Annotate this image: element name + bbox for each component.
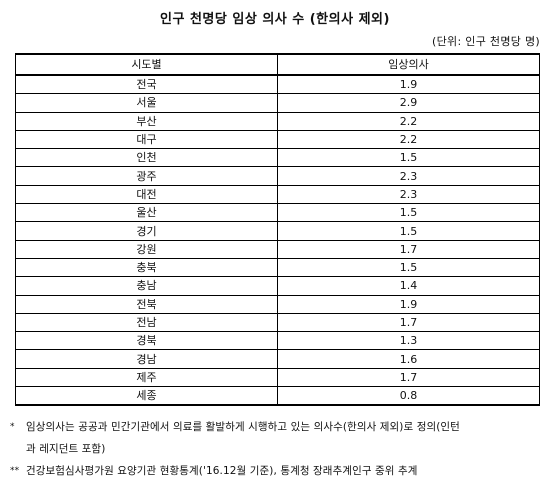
- footnote-1-mark: *: [10, 422, 15, 432]
- value-cell: 1.7: [277, 312, 540, 333]
- region-cell: 경북: [15, 331, 278, 351]
- data-table: 시도별 임상의사 전국 1.9 서울 2.9 부산 2.2 대구 2.2 인천 1.5 광…: [15, 53, 540, 407]
- region-cell: 충북: [15, 257, 278, 278]
- region-cell: 울산: [15, 203, 278, 223]
- table-row: 전남 1.7: [15, 312, 540, 333]
- region-cell: 대전: [15, 184, 278, 205]
- footnotes: * 임상의사는 공공과 민간기관에서 의료를 활발하게 시행하고 있는 의사수(…: [10, 416, 545, 482]
- region-cell: 전남: [15, 312, 278, 333]
- value-cell: 2.9: [277, 93, 540, 113]
- region-cell: 전북: [15, 294, 278, 314]
- region-cell: 인천: [15, 148, 278, 168]
- footnote-1-continuation: 과 레지던트 포함): [10, 438, 545, 460]
- footnote-1-text-continued: 과 레지던트 포함): [26, 443, 106, 455]
- table-row: 대전 2.3: [15, 184, 540, 205]
- region-cell: 경기: [15, 221, 278, 241]
- column-header-clinical-doctors: 임상의사: [277, 53, 540, 76]
- table-row: 경남 1.6: [15, 349, 540, 369]
- table-row: 광주 2.3: [15, 166, 540, 186]
- region-cell: 경남: [15, 349, 278, 369]
- region-cell: 충남: [15, 276, 278, 296]
- value-cell: 1.3: [277, 331, 540, 351]
- table-header-row: 시도별 임상의사: [15, 53, 540, 76]
- table-row: 제주 1.7: [15, 367, 540, 388]
- region-cell: 광주: [15, 166, 278, 186]
- table-row: 전국 1.9: [15, 74, 540, 95]
- unit-label: (단위: 인구 천명당 명): [432, 35, 540, 48]
- table-row: 충남 1.4: [15, 276, 540, 296]
- footnote-1: * 임상의사는 공공과 민간기관에서 의료를 활발하게 시행하고 있는 의사수(…: [10, 416, 545, 438]
- footnote-2-mark: **: [10, 466, 20, 476]
- footnote-1-text: 임상의사는 공공과 민간기관에서 의료를 활발하게 시행하고 있는 의사수(한의…: [26, 421, 460, 433]
- region-cell: 강원: [15, 239, 278, 259]
- table-row: 경기 1.5: [15, 221, 540, 241]
- table-row: 경북 1.3: [15, 331, 540, 351]
- table-row: 대구 2.2: [15, 129, 540, 150]
- value-cell: 1.9: [277, 294, 540, 314]
- value-cell: 2.2: [277, 111, 540, 131]
- region-cell: 부산: [15, 111, 278, 131]
- table-row: 서울 2.9: [15, 93, 540, 113]
- value-cell: 1.5: [277, 257, 540, 278]
- footnote-2-text: 건강보험심사평가원 요양기관 현황통계('16.12월 기준), 통계청 장래추…: [26, 465, 418, 477]
- table-row: 울산 1.5: [15, 203, 540, 223]
- value-cell: 1.9: [277, 74, 540, 95]
- table-row: 세종 0.8: [15, 386, 540, 407]
- value-cell: 1.6: [277, 349, 540, 369]
- table-row: 부산 2.2: [15, 111, 540, 131]
- table-row: 충북 1.5: [15, 257, 540, 278]
- value-cell: 1.5: [277, 221, 540, 241]
- region-cell: 서울: [15, 93, 278, 113]
- value-cell: 2.3: [277, 166, 540, 186]
- page-title: 인구 천명당 임상 의사 수 (한의사 제외): [160, 12, 390, 27]
- column-header-region: 시도별: [15, 53, 278, 76]
- table-row: 강원 1.7: [15, 239, 540, 259]
- table-body: 전국 1.9 서울 2.9 부산 2.2 대구 2.2 인천 1.5 광주 2.3 대전 2.…: [15, 74, 540, 407]
- footnote-2: ** 건강보험심사평가원 요양기관 현황통계('16.12월 기준), 통계청 …: [10, 460, 545, 482]
- region-cell: 전국: [15, 74, 278, 95]
- value-cell: 1.5: [277, 203, 540, 223]
- region-cell: 세종: [15, 386, 278, 407]
- value-cell: 1.7: [277, 239, 540, 259]
- table-row: 전북 1.9: [15, 294, 540, 314]
- value-cell: 1.5: [277, 148, 540, 168]
- value-cell: 1.7: [277, 367, 540, 388]
- value-cell: 2.2: [277, 129, 540, 150]
- table-row: 인천 1.5: [15, 148, 540, 168]
- region-cell: 대구: [15, 129, 278, 150]
- value-cell: 2.3: [277, 184, 540, 205]
- value-cell: 1.4: [277, 276, 540, 296]
- region-cell: 제주: [15, 367, 278, 388]
- value-cell: 0.8: [277, 386, 540, 407]
